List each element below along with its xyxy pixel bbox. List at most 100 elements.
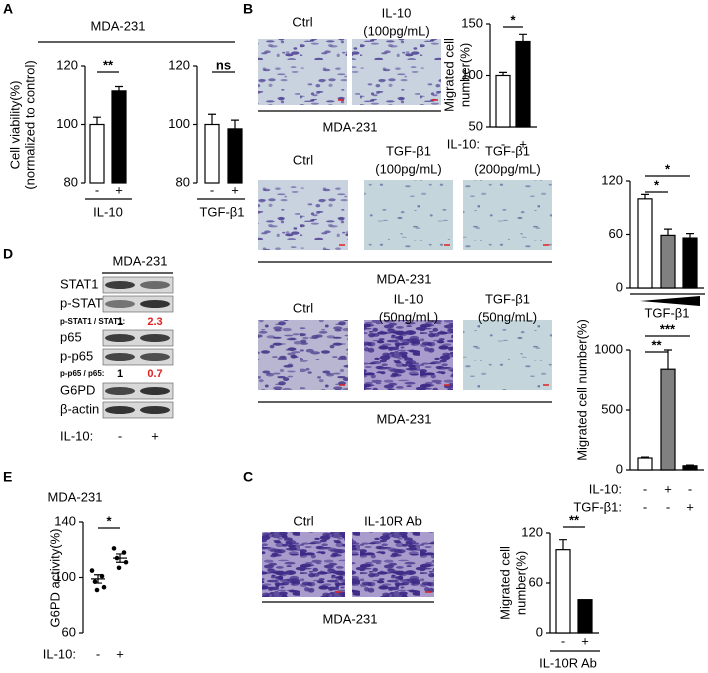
y-tick-label: 100 xyxy=(56,116,78,131)
y-tick-label: 100 xyxy=(168,116,190,131)
data-point xyxy=(116,565,122,571)
treatment-level: - xyxy=(118,428,122,443)
y-axis-label: number(%) xyxy=(513,551,528,615)
y-tick-label: 0 xyxy=(616,461,623,476)
treatment-label: IL-10: xyxy=(60,428,93,443)
factor-level: - xyxy=(666,499,670,514)
blot-band xyxy=(140,406,170,414)
significance-label: * xyxy=(654,177,660,192)
factor-level: - xyxy=(643,499,647,514)
y-tick-label: 140 xyxy=(54,513,76,528)
image-label: (50ng/mL) xyxy=(379,309,438,324)
image-label: IL-10R Ab xyxy=(364,513,422,528)
ratio-label: p-p65 / p65: xyxy=(60,369,104,378)
significance-label: ** xyxy=(103,57,114,72)
bar xyxy=(637,457,653,471)
bar xyxy=(682,237,698,289)
y-tick-label: 120 xyxy=(521,524,543,539)
image-label: Ctrl xyxy=(293,513,313,528)
y-tick-label: 120 xyxy=(168,57,190,72)
ratio-value: 1 xyxy=(117,368,123,380)
bar xyxy=(204,123,220,184)
band-label: p-STAT1 xyxy=(60,295,110,310)
image-label: (50ng/mL) xyxy=(478,309,537,324)
blot-band xyxy=(105,406,135,414)
y-tick-label: 150 xyxy=(461,15,483,30)
data-point xyxy=(94,587,100,593)
y-tick-label: 1000 xyxy=(594,341,623,356)
image-label: (100pg/mL) xyxy=(375,161,441,176)
x-axis-label: IL-10: xyxy=(447,136,480,151)
x-axis-label: TGF-β1 xyxy=(644,305,689,320)
data-point xyxy=(89,568,95,573)
bar xyxy=(660,234,676,289)
ratio-value: 2.3 xyxy=(147,316,162,328)
ratio-value: 1 xyxy=(117,316,123,328)
band-label: G6PD xyxy=(60,382,95,397)
micrograph xyxy=(463,180,552,250)
y-tick-label: 60 xyxy=(609,226,623,241)
x-tick-label: - xyxy=(96,646,100,661)
y-tick-label: 0 xyxy=(616,279,623,294)
bar xyxy=(111,90,127,184)
x-tick-label: - xyxy=(561,633,565,648)
factor-level: + xyxy=(686,499,694,514)
blot-band xyxy=(140,281,170,289)
bar xyxy=(89,123,105,184)
panel-letter: D xyxy=(3,246,13,262)
x-axis-label: IL-10: xyxy=(43,646,76,661)
factor-label: TGF-β1: xyxy=(573,499,622,514)
ratio-value: 0.7 xyxy=(147,368,162,380)
data-point xyxy=(111,546,117,551)
y-axis-label: Migrated cell number(%) xyxy=(574,319,589,461)
blot-band xyxy=(105,300,135,308)
blot-strip xyxy=(102,329,174,347)
x-axis-label: TGF-β1 xyxy=(199,204,244,219)
x-tick-label: - xyxy=(210,182,214,197)
significance-label: * xyxy=(665,161,671,176)
micrograph xyxy=(258,39,347,105)
blot-band xyxy=(105,281,135,289)
panel-letter: A xyxy=(3,1,13,17)
x-tick-label: - xyxy=(95,182,99,197)
blot-strip xyxy=(102,382,174,400)
image-label: TGF-β1 xyxy=(485,143,530,158)
y-tick-label: 80 xyxy=(64,174,78,189)
factor-level: + xyxy=(664,481,672,496)
micrograph xyxy=(352,532,434,597)
significance-label: * xyxy=(510,12,516,27)
factor-level: - xyxy=(643,481,647,496)
y-tick-label: 50 xyxy=(469,118,483,133)
blot-band xyxy=(140,300,170,308)
blot-band xyxy=(140,387,170,395)
bar xyxy=(495,74,511,128)
image-label: (200pg/mL) xyxy=(474,161,540,176)
y-tick-label: 100 xyxy=(54,569,76,584)
panel-letter: B xyxy=(243,1,253,17)
bar xyxy=(660,368,676,471)
ratio-label: p-STAT1 / STAT1: xyxy=(60,317,125,326)
image-label: Ctrl xyxy=(293,300,313,315)
y-tick-label: 100 xyxy=(461,67,483,82)
x-tick-label: + xyxy=(116,646,124,661)
panel-letter: C xyxy=(243,469,253,485)
y-axis-label: Migrated cell xyxy=(441,38,456,112)
y-tick-label: 0 xyxy=(536,624,543,639)
y-tick-label: 60 xyxy=(62,624,76,639)
image-caption: MDA-231 xyxy=(377,411,432,426)
y-tick-label: 120 xyxy=(601,172,623,187)
image-caption: MDA-231 xyxy=(377,271,432,286)
image-label: IL-10 xyxy=(394,291,424,306)
significance-label: ** xyxy=(651,337,662,352)
blot-band xyxy=(105,353,135,361)
y-tick-label: 60 xyxy=(529,574,543,589)
image-label: TGF-β1 xyxy=(485,291,530,306)
dose-wedge xyxy=(640,296,700,306)
significance-label: ** xyxy=(569,512,580,527)
blot-strip xyxy=(102,295,174,313)
factor-label: IL-10: xyxy=(589,481,622,496)
chart-title: MDA-231 xyxy=(48,489,103,504)
micrograph xyxy=(364,180,453,250)
bar xyxy=(515,40,531,128)
